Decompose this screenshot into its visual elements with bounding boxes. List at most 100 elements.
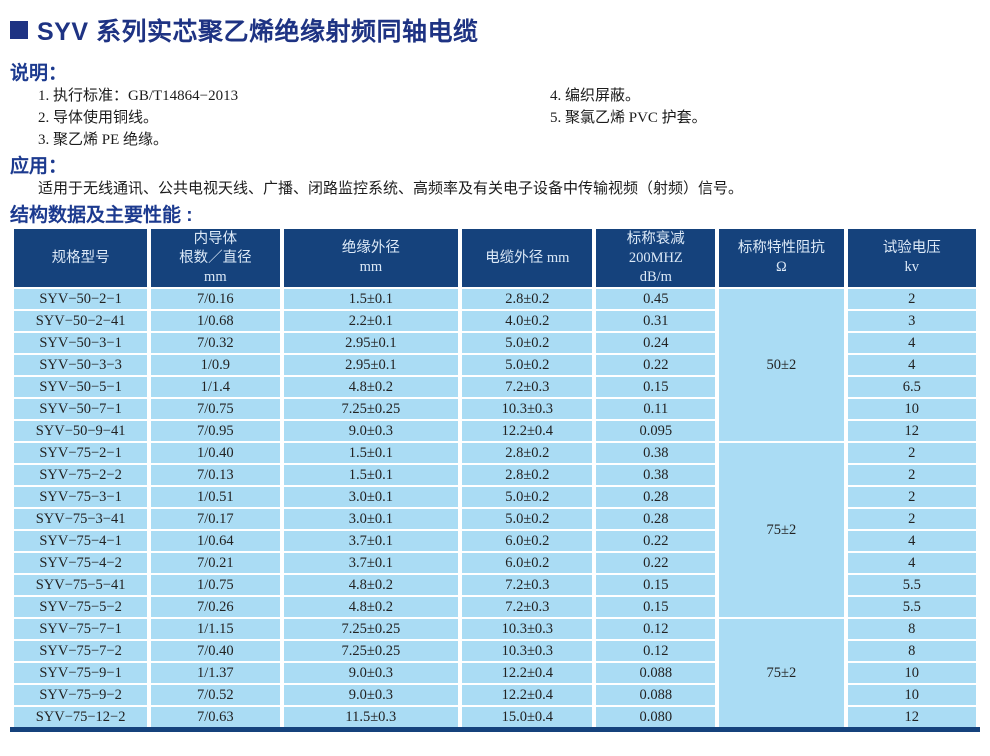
value-cell: 11.5±0.3	[279, 705, 463, 731]
datasheet-page: SYV 系列实芯聚乙烯绝缘射频同轴电缆 说明： 1. 执行标准：GB/T1486…	[9, 12, 981, 732]
value-cell: 2.8±0.2	[458, 287, 597, 311]
model-cell: SYV−75−2−2	[9, 463, 152, 487]
application-text: 适用于无线通讯、公共电视天线、广播、闭路监控系统、高频率及有关电子设备中传输视频…	[38, 181, 744, 197]
page-title-row: SYV 系列实芯聚乙烯绝缘射频同轴电缆	[10, 12, 980, 48]
model-cell: SYV−75−9−2	[9, 683, 152, 707]
table-row: SYV−50−3−3 1/0.9 2.95±0.1 5.0±0.2 0.22 4	[9, 353, 981, 377]
value-cell: 2.8±0.2	[458, 441, 597, 465]
page-title: SYV 系列实芯聚乙烯绝缘射频同轴电缆	[37, 18, 479, 46]
value-cell: 5.5	[843, 573, 981, 597]
model-cell: SYV−75−3−41	[9, 507, 152, 531]
value-cell: 1/0.51	[147, 485, 284, 509]
table-row: SYV−75−5−41 1/0.75 4.8±0.2 7.2±0.3 0.15 5.5	[9, 573, 981, 597]
value-cell: 2	[843, 507, 981, 531]
table-row: SYV−50−9−41 7/0.95 9.0±0.3 12.2±0.4 0.095 12	[9, 419, 981, 443]
table-row: SYV−75−9−2 7/0.52 9.0±0.3 12.2±0.4 0.088 10	[9, 683, 981, 707]
value-cell: 1.5±0.1	[279, 441, 463, 465]
model-cell: SYV−75−7−1	[9, 617, 152, 641]
value-cell: 7.2±0.3	[458, 573, 597, 597]
model-cell: SYV−75−7−2	[9, 639, 152, 663]
table-row: SYV−75−7−2 7/0.40 7.25±0.25 10.3±0.3 0.12 8	[9, 639, 981, 663]
column-header: 标称衰减 200MHZ dB/m	[592, 227, 720, 289]
description-right-column: 4. 编织屏蔽。 5. 聚氯乙烯 PVC 护套。	[522, 85, 980, 151]
table-row: SYV−75−12−2 7/0.63 11.5±0.3 15.0±0.4 0.080 12	[9, 705, 981, 731]
table-row: SYV−75−3−41 7/0.17 3.0±0.1 5.0±0.2 0.28 2	[9, 507, 981, 531]
value-cell: 7/0.17	[147, 507, 284, 531]
value-cell: 5.0±0.2	[458, 507, 597, 531]
value-cell: 2.95±0.1	[279, 331, 463, 355]
value-cell: 0.22	[592, 529, 720, 553]
value-cell: 5.0±0.2	[458, 485, 597, 509]
value-cell: 0.28	[592, 485, 720, 509]
value-cell: 1/0.64	[147, 529, 284, 553]
model-cell: SYV−50−2−41	[9, 309, 152, 333]
column-header: 绝缘外径 mm	[279, 227, 463, 289]
value-cell: 12	[843, 419, 981, 443]
value-cell: 7.2±0.3	[458, 375, 597, 399]
value-cell: 7/0.16	[147, 287, 284, 311]
table-row: SYV−75−2−1 1/0.40 1.5±0.1 2.8±0.2 0.38 75±2 2	[9, 441, 981, 619]
value-cell: 4	[843, 353, 981, 377]
description-item: 1. 执行标准：GB/T14864−2013	[38, 88, 239, 104]
value-cell: 8	[843, 639, 981, 663]
description-item: 4. 编织屏蔽。	[550, 88, 641, 104]
value-cell: 1/0.9	[147, 353, 284, 377]
value-cell: 0.31	[592, 309, 720, 333]
model-cell: SYV−75−9−1	[9, 661, 152, 685]
value-cell: 0.15	[592, 375, 720, 399]
value-cell: 7/0.21	[147, 551, 284, 575]
value-cell: 0.22	[592, 353, 720, 377]
value-cell: 10.3±0.3	[458, 617, 597, 641]
value-cell: 9.0±0.3	[279, 419, 463, 443]
value-cell: 0.088	[592, 661, 720, 685]
value-cell: 7/0.75	[147, 397, 284, 421]
table-row: SYV−75−5−2 7/0.26 4.8±0.2 7.2±0.3 0.15 5.5	[9, 595, 981, 619]
impedance-merged-cell: 75±2	[715, 441, 848, 619]
table-body: SYV−50−2−1 7/0.16 1.5±0.1 2.8±0.2 0.45 50±2 2 S…	[9, 287, 981, 731]
value-cell: 0.12	[592, 617, 720, 641]
value-cell: 10.3±0.3	[458, 397, 597, 421]
table-row: SYV−75−7−1 1/1.15 7.25±0.25 10.3±0.3 0.12 75±…	[9, 617, 981, 731]
model-cell: SYV−75−5−2	[9, 595, 152, 619]
description-item: 3. 聚乙烯 PE 绝缘。	[38, 132, 169, 148]
table-row: SYV−50−5−1 1/1.4 4.8±0.2 7.2±0.3 0.15 6.5	[9, 375, 981, 399]
value-cell: 12.2±0.4	[458, 661, 597, 685]
table-row: SYV−50−3−1 7/0.32 2.95±0.1 5.0±0.2 0.24 4	[9, 331, 981, 355]
table-row: SYV−75−9−1 1/1.37 9.0±0.3 12.2±0.4 0.088 10	[9, 661, 981, 685]
model-cell: SYV−75−2−1	[9, 441, 152, 465]
model-cell: SYV−50−2−1	[9, 287, 152, 311]
model-cell: SYV−75−12−2	[9, 705, 152, 731]
value-cell: 1/0.75	[147, 573, 284, 597]
value-cell: 3.7±0.1	[279, 551, 463, 575]
value-cell: 2.95±0.1	[279, 353, 463, 377]
value-cell: 4.8±0.2	[279, 375, 463, 399]
value-cell: 1/0.40	[147, 441, 284, 465]
value-cell: 2	[843, 441, 981, 465]
value-cell: 6.5	[843, 375, 981, 399]
value-cell: 3.0±0.1	[279, 507, 463, 531]
model-cell: SYV−75−3−1	[9, 485, 152, 509]
value-cell: 12.2±0.4	[458, 419, 597, 443]
value-cell: 0.38	[592, 463, 720, 487]
value-cell: 7/0.26	[147, 595, 284, 619]
description-columns: 1. 执行标准：GB/T14864−2013 2. 导体使用铜线。 3. 聚乙烯…	[10, 85, 980, 151]
value-cell: 10	[843, 397, 981, 421]
value-cell: 10	[843, 661, 981, 685]
value-cell: 5.5	[843, 595, 981, 619]
model-cell: SYV−75−4−2	[9, 551, 152, 575]
value-cell: 4.0±0.2	[458, 309, 597, 333]
value-cell: 0.38	[592, 441, 720, 465]
value-cell: 3.0±0.1	[279, 485, 463, 509]
value-cell: 0.22	[592, 551, 720, 575]
value-cell: 7.25±0.25	[279, 639, 463, 663]
model-cell: SYV−75−5−41	[9, 573, 152, 597]
table-row: SYV−75−2−2 7/0.13 1.5±0.1 2.8±0.2 0.38 2	[9, 463, 981, 487]
value-cell: 5.0±0.2	[458, 353, 597, 377]
value-cell: 2	[843, 485, 981, 509]
impedance-merged-cell: 75±2	[715, 617, 848, 731]
value-cell: 4	[843, 331, 981, 355]
value-cell: 4.8±0.2	[279, 595, 463, 619]
value-cell: 6.0±0.2	[458, 551, 597, 575]
value-cell: 9.0±0.3	[279, 661, 463, 685]
description-left-column: 1. 执行标准：GB/T14864−2013 2. 导体使用铜线。 3. 聚乙烯…	[10, 85, 522, 151]
